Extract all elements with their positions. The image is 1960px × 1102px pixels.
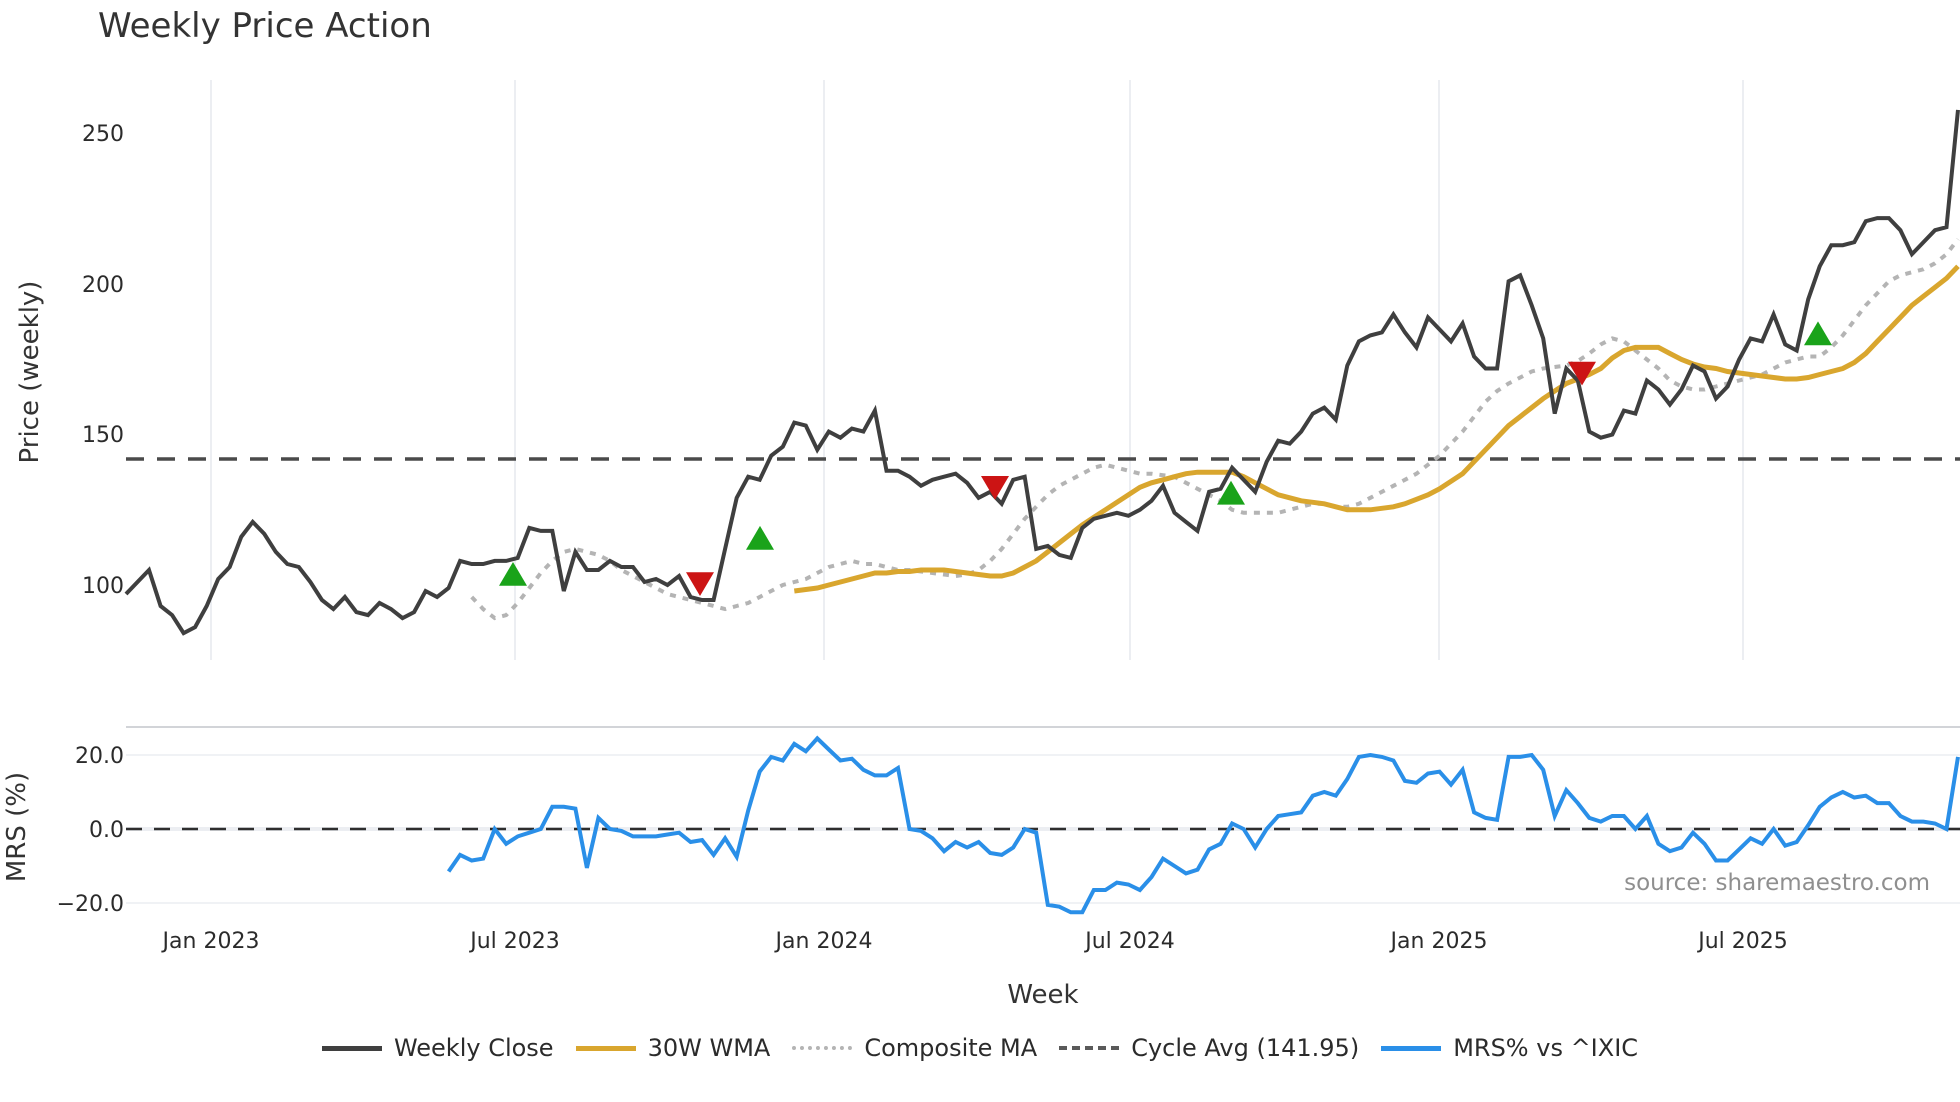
buy-signal-marker	[1804, 321, 1832, 346]
price-ytick-150: 150	[82, 423, 124, 448]
buy-signal-marker	[746, 525, 774, 550]
source-watermark: source: sharemaestro.com	[1624, 870, 1930, 896]
wma-30w-line	[793, 264, 1960, 594]
mrs-line	[446, 735, 1960, 915]
composite-ma-line	[470, 237, 1960, 621]
legend-label: MRS% vs ^IXIC	[1453, 1034, 1639, 1062]
buy-signal-marker	[1217, 480, 1245, 505]
price-y-axis: 250 200 150 100	[82, 122, 124, 599]
sell-signal-marker	[981, 475, 1009, 500]
buy-signal-marker	[499, 561, 527, 586]
xtick-jan-2025: Jan 2025	[1389, 929, 1488, 954]
x-axis: Jan 2023 Jul 2023 Jan 2024 Jul 2024 Jan …	[161, 929, 1788, 954]
xtick-jul-2025: Jul 2025	[1696, 929, 1788, 954]
legend-label: Cycle Avg (141.95)	[1131, 1034, 1360, 1062]
legend-swatch-weekly-close	[321, 1045, 382, 1051]
weekly-close-line	[124, 109, 1960, 636]
price-ytick-250: 250	[82, 122, 124, 147]
legend-item-30w-wma[interactable]: 30W WMA	[575, 1034, 771, 1062]
legend-swatch-cycle-avg	[1059, 1046, 1120, 1050]
mrs-y-axis-label: MRS (%)	[2, 772, 32, 882]
x-axis-label: Week	[1007, 980, 1078, 1010]
legend: Weekly Close 30W WMA Composite MA Cycle …	[0, 1034, 1960, 1062]
mrs-ytick-0: 0.0	[89, 818, 124, 843]
legend-item-weekly-close[interactable]: Weekly Close	[321, 1034, 554, 1062]
mrs-ytick-20: 20.0	[75, 744, 124, 769]
xtick-jul-2024: Jul 2024	[1083, 929, 1175, 954]
legend-swatch-composite-ma	[792, 1046, 853, 1050]
price-y-axis-label: Price (weekly)	[15, 281, 45, 464]
legend-swatch-30w-wma	[575, 1045, 636, 1051]
price-ytick-200: 200	[82, 273, 124, 298]
legend-label: 30W WMA	[647, 1034, 771, 1062]
mrs-ytick-neg20: −20.0	[57, 892, 124, 917]
mrs-y-axis: 20.0 0.0 −20.0	[57, 744, 124, 917]
price-ytick-100: 100	[82, 574, 124, 599]
legend-item-composite-ma[interactable]: Composite MA	[792, 1034, 1037, 1062]
xtick-jul-2023: Jul 2023	[468, 929, 560, 954]
legend-swatch-mrs	[1381, 1045, 1442, 1051]
sell-signal-marker	[1568, 361, 1596, 386]
legend-item-mrs[interactable]: MRS% vs ^IXIC	[1381, 1034, 1638, 1062]
legend-label: Weekly Close	[393, 1034, 554, 1062]
sell-signal-marker	[686, 572, 714, 596]
legend-label: Composite MA	[864, 1034, 1038, 1062]
signal-markers	[499, 321, 1832, 596]
vertical-gridlines-price	[210, 80, 1744, 660]
chart-title: Weekly Price Action	[98, 6, 432, 46]
legend-item-cycle-avg[interactable]: Cycle Avg (141.95)	[1059, 1034, 1359, 1062]
xtick-jan-2023: Jan 2023	[161, 929, 260, 954]
xtick-jan-2024: Jan 2024	[774, 929, 873, 954]
